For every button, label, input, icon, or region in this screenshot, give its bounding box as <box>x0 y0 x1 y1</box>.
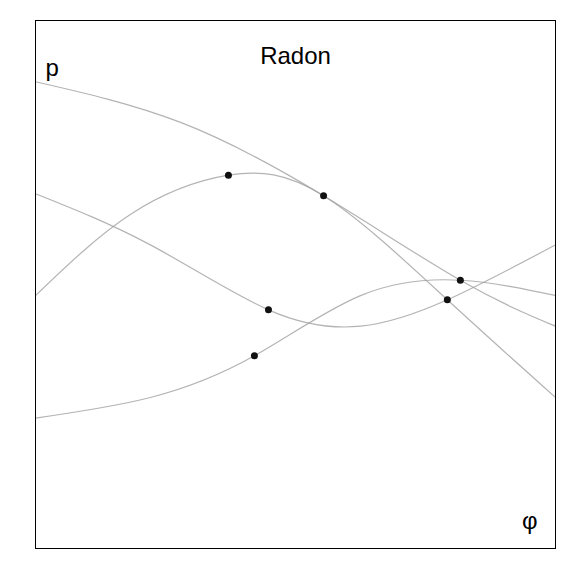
svg-text:Radon: Radon <box>260 42 331 69</box>
svg-text:p: p <box>46 54 59 81</box>
svg-text:φ: φ <box>522 507 538 534</box>
